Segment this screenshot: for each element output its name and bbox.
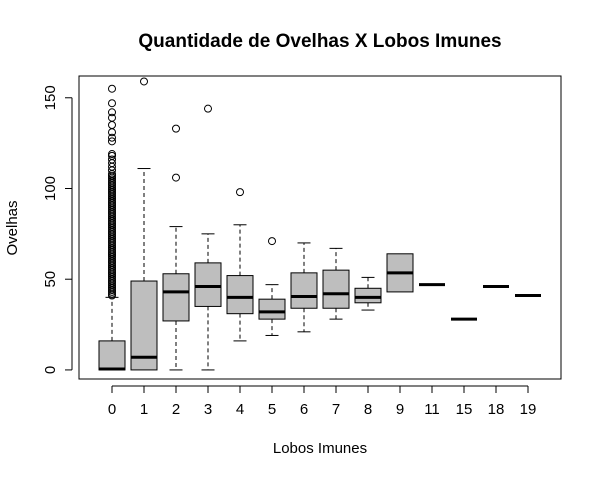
outlier-point xyxy=(108,99,116,108)
box-body xyxy=(354,287,382,304)
y-axis: 0 50 100 150 xyxy=(42,85,73,374)
outlier-point xyxy=(108,133,116,142)
box-3 xyxy=(194,104,222,371)
box-9 xyxy=(386,253,414,293)
box-body xyxy=(226,275,254,315)
outlier-point xyxy=(236,188,244,197)
x-tick-label: 3 xyxy=(204,401,212,418)
outlier-point xyxy=(108,155,116,164)
box-body xyxy=(162,273,190,322)
x-tick-label: 2 xyxy=(172,401,180,418)
box-body xyxy=(322,269,350,309)
x-tick-label: 7 xyxy=(332,401,340,418)
outlier-point xyxy=(108,128,116,137)
outlier-point xyxy=(172,124,180,133)
y-tick-label: 0 xyxy=(42,366,59,374)
box-1 xyxy=(130,77,158,371)
box-6 xyxy=(290,242,318,333)
x-tick-label: 8 xyxy=(364,401,372,418)
y-tick-label: 150 xyxy=(42,85,59,110)
outlier-point xyxy=(140,77,148,86)
box-body xyxy=(130,280,158,371)
outlier-point xyxy=(108,108,116,117)
y-tick-label: 50 xyxy=(42,271,59,288)
box-0 xyxy=(98,84,126,371)
x-tick-label: 5 xyxy=(268,401,276,418)
plot-frame xyxy=(78,75,562,380)
outlier-point xyxy=(108,84,116,93)
x-tick-label: 9 xyxy=(396,401,404,418)
outlier-point xyxy=(172,173,180,182)
box-7 xyxy=(322,247,350,320)
x-tick-label: 11 xyxy=(424,401,440,418)
box-body xyxy=(194,262,222,307)
box-body xyxy=(98,340,126,371)
y-tick-label: 100 xyxy=(42,176,59,201)
x-axis: 0 1 2 3 4 5 6 7 8 9 11 15 18 19 xyxy=(108,385,537,418)
box-2 xyxy=(162,124,190,371)
box-8 xyxy=(354,276,382,311)
box-body xyxy=(258,298,286,320)
x-tick-label: 6 xyxy=(300,401,308,418)
x-tick-label: 19 xyxy=(520,401,537,418)
box-4 xyxy=(226,188,254,342)
y-axis-label: Ovelhas xyxy=(4,200,21,255)
outlier-point xyxy=(268,237,276,246)
outlier-point xyxy=(108,137,116,146)
x-axis-label: Lobos Imunes xyxy=(273,440,367,457)
box-5 xyxy=(258,237,286,336)
x-tick-label: 18 xyxy=(488,401,505,418)
outlier-point xyxy=(108,120,116,129)
x-tick-label: 15 xyxy=(456,401,473,418)
box-group xyxy=(98,77,541,371)
outlier-point xyxy=(204,104,212,113)
x-tick-label: 1 xyxy=(140,401,148,418)
outlier-point xyxy=(108,113,116,122)
x-tick-label: 0 xyxy=(108,401,116,418)
chart-title: Quantidade de Ovelhas X Lobos Imunes xyxy=(138,31,501,52)
box-body xyxy=(290,272,318,309)
outlier-point xyxy=(108,150,116,159)
x-tick-label: 4 xyxy=(236,401,244,418)
